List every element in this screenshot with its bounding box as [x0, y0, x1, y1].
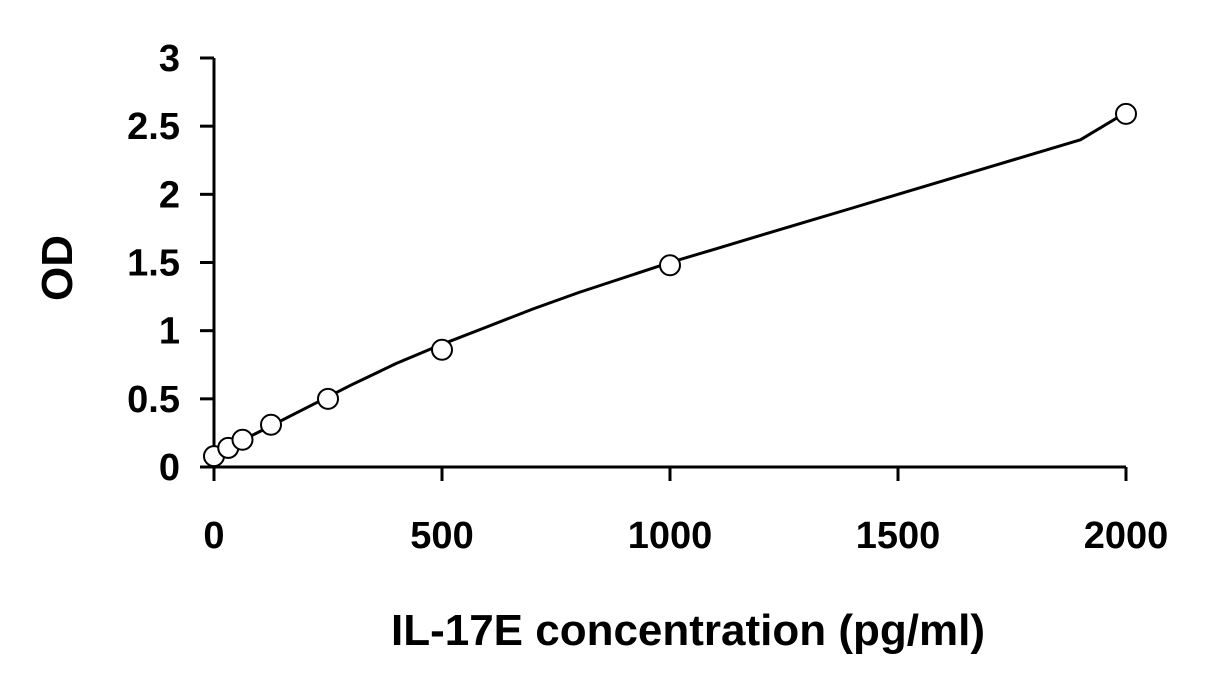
x-tick-label: 0: [203, 515, 224, 557]
y-tick-label: 1.5: [127, 243, 180, 285]
x-axis-ticks: 0 500 1000 1500 2000: [203, 467, 1168, 557]
data-points-layer: [203, 102, 1137, 468]
y-tick-label: 1: [159, 311, 180, 353]
y-tick-label: 2.5: [127, 106, 180, 148]
x-tick-label: 1000: [628, 515, 713, 557]
data-point: [317, 387, 339, 410]
y-axis-ticks: 0 0.5 1 1.5 2 2.5 3: [127, 38, 214, 489]
x-tick-label: 2000: [1084, 515, 1169, 557]
y-axis-title: OD: [33, 235, 82, 301]
y-tick-label: 0: [159, 447, 180, 489]
data-point: [659, 254, 681, 277]
plot-area: 0 0.5 1 1.5 2 2.5 3 0 500 1000 1500 2000: [127, 38, 1168, 557]
x-axis-title: IL-17E concentration (pg/ml): [391, 606, 985, 655]
y-tick-label: 0.5: [127, 379, 180, 421]
data-point: [260, 413, 282, 436]
fit-curve-layer: [213, 111, 1127, 457]
data-point: [231, 428, 254, 451]
x-tick-label: 500: [410, 515, 473, 557]
y-tick-label: 2: [159, 174, 180, 216]
y-tick-label: 3: [159, 38, 180, 80]
data-point: [431, 338, 453, 361]
data-point: [1115, 102, 1137, 125]
x-tick-label: 1500: [856, 515, 941, 557]
fit-curve-line: [213, 111, 1127, 457]
